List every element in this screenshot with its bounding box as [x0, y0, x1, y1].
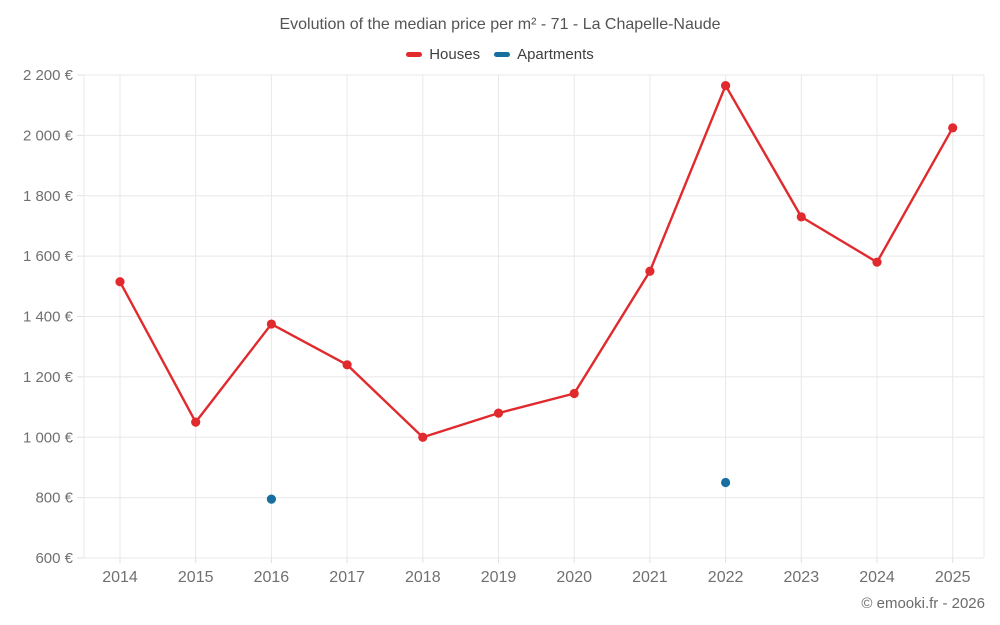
data-point-houses-2014: [115, 277, 125, 287]
chart-title: Evolution of the median price per m² - 7…: [279, 16, 721, 33]
data-point-houses-2024: [872, 257, 882, 267]
data-point-houses-2019: [493, 408, 504, 418]
data-point-houses-2017: [342, 360, 352, 370]
y-tick-label: 1 800 €: [23, 188, 74, 205]
data-point-houses-2020: [569, 388, 579, 399]
x-tick-label: 2020: [556, 569, 592, 586]
y-tick-label: 1 000 €: [23, 429, 74, 446]
data-point-houses-2015: [191, 417, 201, 427]
x-tick-label: 2016: [254, 569, 290, 586]
data-point-apartments-2022: [721, 477, 731, 488]
x-tick-label: 2022: [708, 569, 744, 586]
x-tick-label: 2018: [405, 569, 441, 586]
x-tick-label: 2014: [102, 569, 138, 586]
data-point-houses-2021: [645, 266, 655, 276]
x-tick-label: 2015: [178, 569, 214, 586]
legend-label: Houses: [429, 46, 481, 63]
x-tick-label: 2021: [632, 569, 668, 586]
legend-swatch-houses: [406, 52, 423, 57]
y-tick-label: 1 400 €: [23, 309, 74, 326]
data-point-houses-2023: [796, 212, 806, 222]
legend-swatch-apartments: [494, 52, 511, 57]
y-tick-label: 800 €: [35, 490, 73, 507]
data-point-houses-2022: [721, 80, 731, 91]
data-point-houses-2016: [266, 319, 276, 329]
x-tick-label: 2017: [329, 569, 365, 586]
data-point-houses-2025: [948, 123, 958, 133]
x-tick-label: 2025: [935, 569, 971, 586]
y-tick-label: 2 000 €: [23, 127, 74, 144]
footer-credit: © emooki.fr - 2026: [861, 595, 985, 612]
legend-item-apartments[interactable]: Apartments: [494, 46, 594, 63]
y-tick-label: 600 €: [35, 550, 73, 567]
y-tick-label: 1 600 €: [23, 248, 74, 265]
legend-label: Apartments: [517, 46, 594, 63]
series-line-houses: [118, 84, 954, 439]
x-tick-label: 2024: [859, 569, 895, 586]
data-point-apartments-2016: [266, 494, 276, 504]
chart-legend: Houses Apartments: [0, 46, 1000, 63]
data-point-houses-2018: [418, 432, 428, 442]
x-tick-label: 2023: [784, 569, 820, 586]
x-tick-label: 2019: [481, 569, 517, 586]
legend-item-houses[interactable]: Houses: [406, 46, 480, 63]
y-tick-label: 2 200 €: [23, 67, 74, 84]
y-tick-label: 1 200 €: [23, 369, 74, 386]
